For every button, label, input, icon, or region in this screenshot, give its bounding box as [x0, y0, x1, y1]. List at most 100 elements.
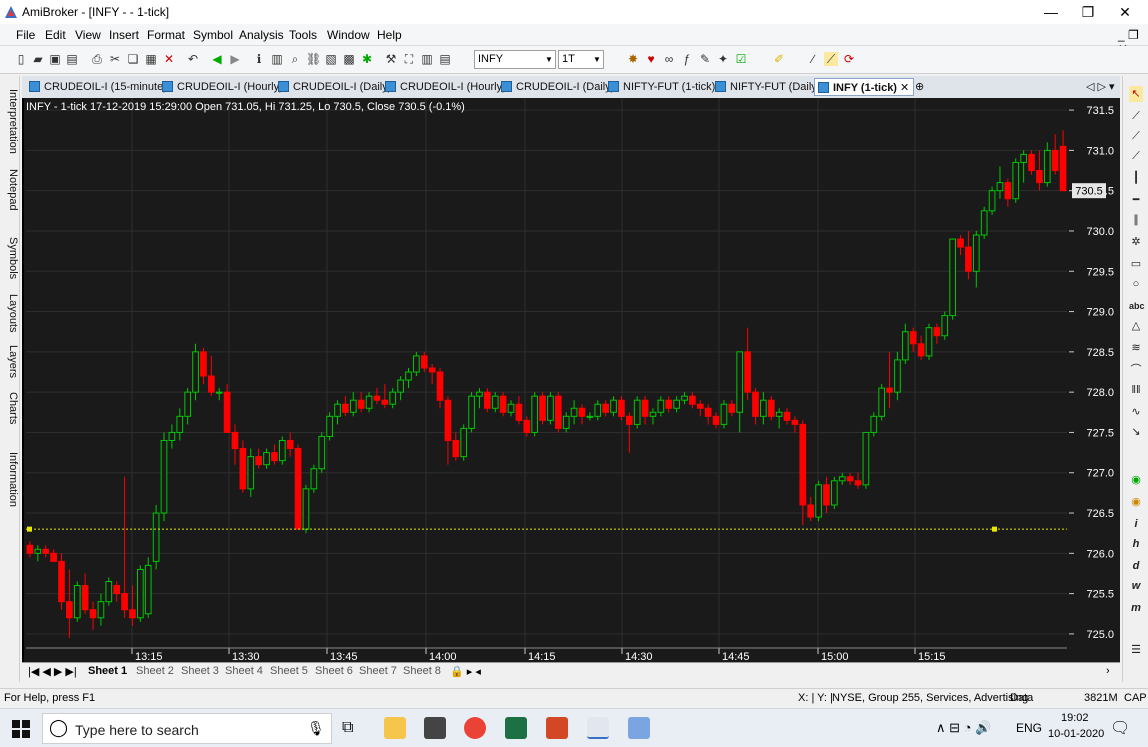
quote-editor-icon[interactable]: ▥ — [271, 52, 283, 66]
sheet-tab-3[interactable]: Sheet 3 — [181, 665, 219, 677]
new-tab-icon[interactable]: ⊕ — [915, 81, 925, 93]
highlighter-icon[interactable]: ✐ — [773, 52, 785, 66]
parallel-lines-icon[interactable]: ∥ — [1133, 214, 1139, 226]
delete-icon[interactable]: ✕ — [163, 52, 175, 66]
indicator-icon[interactable]: ✸ — [627, 52, 639, 66]
maximize-button[interactable]: ❐ — [1081, 4, 1095, 20]
save-icon[interactable]: ▣ — [49, 52, 61, 66]
sheet-tab-4[interactable]: Sheet 4 — [225, 665, 263, 677]
horizontal-line-icon[interactable]: ━ — [1132, 194, 1140, 206]
task-view-icon[interactable]: ⧉ — [342, 719, 354, 736]
menu-lines-icon[interactable]: ☰ — [1131, 644, 1141, 656]
triangle-icon[interactable]: △ — [1131, 320, 1141, 332]
clock-time[interactable]: 19:02 — [1061, 712, 1089, 724]
menu-edit[interactable]: Edit — [45, 28, 66, 42]
scroll-right-icon[interactable]: › — [1106, 665, 1110, 677]
powerpoint-icon[interactable] — [546, 717, 568, 739]
scan-icon[interactable]: ✱ — [361, 52, 373, 66]
sidebar-tab-charts[interactable]: Charts — [7, 391, 19, 425]
italic-d-icon[interactable]: d — [1132, 560, 1140, 572]
link-icon[interactable]: ⛓ — [306, 52, 322, 66]
sheet-tab-2[interactable]: Sheet 2 — [136, 665, 174, 677]
binoculars-icon[interactable]: ⛶ — [404, 52, 414, 66]
lock-icon[interactable]: 🔒 ▸ ◂ — [450, 666, 481, 678]
minimize-button[interactable]: — — [1044, 4, 1058, 20]
undo-icon[interactable]: ↶ — [187, 52, 199, 66]
menu-symbol[interactable]: Symbol — [193, 28, 234, 42]
extended-line-icon[interactable]: ⟋ — [1132, 150, 1140, 162]
print-preview-icon[interactable]: ⌕ — [291, 52, 299, 66]
forward-icon[interactable]: ▶ — [230, 52, 240, 66]
sheet-nav-icon[interactable]: |◀ ◀ ▶ ▶| — [28, 666, 77, 678]
paste-icon[interactable]: ▦ — [145, 52, 157, 66]
italic-m-icon[interactable]: m — [1131, 602, 1141, 614]
chrome-icon[interactable] — [464, 717, 486, 739]
sidebar-tab-information[interactable]: Information — [7, 452, 19, 508]
menu-tools[interactable]: Tools — [289, 28, 318, 42]
line-tool-icon[interactable]: ⟋ — [824, 52, 838, 66]
interval-select[interactable]: 1T ▼ — [558, 50, 604, 69]
explore-icon[interactable]: ⚒ — [385, 52, 397, 66]
paint-icon[interactable] — [628, 717, 650, 739]
tab-infy-1tick[interactable]: INFY (1-tick) ✕ — [814, 78, 915, 96]
tab-nifty-1tick[interactable]: NIFTY-FUT (1-tick) — [605, 78, 715, 96]
language-indicator[interactable]: ENG — [1016, 721, 1043, 735]
close-button[interactable]: ✕ — [1119, 4, 1131, 20]
file-explorer-icon[interactable] — [384, 717, 406, 739]
layout-icon[interactable]: ▩ — [343, 52, 355, 66]
select-arrow-icon[interactable]: ↖ — [1129, 86, 1143, 102]
copy-icon[interactable]: ❏ — [127, 52, 139, 66]
sheet-tab-5[interactable]: Sheet 5 — [270, 665, 308, 677]
formula-icon[interactable]: ƒ — [683, 52, 691, 66]
check-icon[interactable]: ☑ — [735, 52, 747, 66]
arc-icon[interactable]: ⌒ — [1130, 364, 1142, 376]
info-icon[interactable]: ℹ — [256, 52, 262, 66]
open-folder-icon[interactable]: ▰ — [33, 52, 43, 66]
italic-w-icon[interactable]: w — [1131, 580, 1141, 592]
menu-window[interactable]: Window — [327, 28, 370, 42]
tray-icons[interactable]: ∧ ⊟ ◔ 🔊 — [936, 720, 992, 735]
sheet-tab-8[interactable]: Sheet 8 — [403, 665, 441, 677]
magnet-icon[interactable]: ⟳ — [843, 52, 855, 66]
pointer-icon[interactable]: ↘ — [1131, 426, 1141, 438]
microphone-icon[interactable]: 🎙 — [307, 720, 325, 736]
menu-view[interactable]: View — [75, 28, 101, 42]
close-icon[interactable]: ✕ — [900, 82, 910, 94]
menu-analysis[interactable]: Analysis — [239, 28, 284, 42]
ray-icon[interactable]: ⟋ — [1132, 130, 1140, 142]
menu-file[interactable]: File — [16, 28, 36, 42]
chart-options-icon[interactable]: ▧ — [325, 52, 337, 66]
mail-icon[interactable] — [424, 717, 446, 739]
amibroker-taskbar-icon[interactable] — [587, 717, 609, 739]
price-chart[interactable]: 725.0 725.5 726.0 726.5 727.0 727.5 728.0 728.5… — [22, 98, 1120, 662]
symbol-select[interactable]: INFY ▼ — [474, 50, 556, 69]
ellipse-icon[interactable]: ○ — [1132, 278, 1140, 290]
sheet-tab-1[interactable]: Sheet 1 — [88, 665, 128, 677]
menu-insert[interactable]: Insert — [109, 28, 140, 42]
text-tool-icon[interactable]: abc — [1129, 301, 1145, 311]
sidebar-tab-layouts[interactable]: Layouts — [7, 293, 19, 333]
sidebar-tab-layers[interactable]: Layers — [7, 345, 19, 379]
sidebar-tab-notepad[interactable]: Notepad — [7, 169, 19, 211]
italic-i-icon[interactable]: i — [1134, 518, 1138, 530]
buy-arrow-icon[interactable]: ◉ — [1131, 474, 1141, 486]
tab-crudeoil-daily[interactable]: CRUDEOIL-I (Daily) — [275, 78, 391, 96]
cycles-icon[interactable]: ‖‖ — [1131, 384, 1141, 396]
trend-line-icon[interactable]: ⟋ — [1132, 110, 1140, 122]
pen-icon[interactable]: ∕ — [811, 52, 814, 66]
vertical-line-icon[interactable]: ┃ — [1132, 172, 1140, 184]
sheet-tab-7[interactable]: Sheet 7 — [359, 665, 397, 677]
clipboard-icon[interactable]: ▤ — [439, 52, 451, 66]
rectangle-icon[interactable]: ▭ — [1130, 258, 1142, 270]
sidebar-tab-symbols[interactable]: Symbols — [7, 236, 19, 280]
menu-format[interactable]: Format — [147, 28, 186, 42]
taskbar-search[interactable]: ◯ Type here to search 🎙 — [42, 713, 332, 744]
back-icon[interactable]: ◀ — [212, 52, 222, 66]
sheet-tab-6[interactable]: Sheet 6 — [315, 665, 353, 677]
cut-icon[interactable]: ✂ — [109, 52, 121, 66]
tab-crudeoil-15min[interactable]: CRUDEOIL-I (15-minute) — [26, 78, 167, 96]
sidebar-tab-interpretation[interactable]: Interpretation — [7, 88, 19, 154]
excel-icon[interactable] — [505, 717, 527, 739]
menu-help[interactable]: Help — [377, 28, 402, 42]
fan-icon[interactable]: ≋ — [1131, 342, 1141, 354]
